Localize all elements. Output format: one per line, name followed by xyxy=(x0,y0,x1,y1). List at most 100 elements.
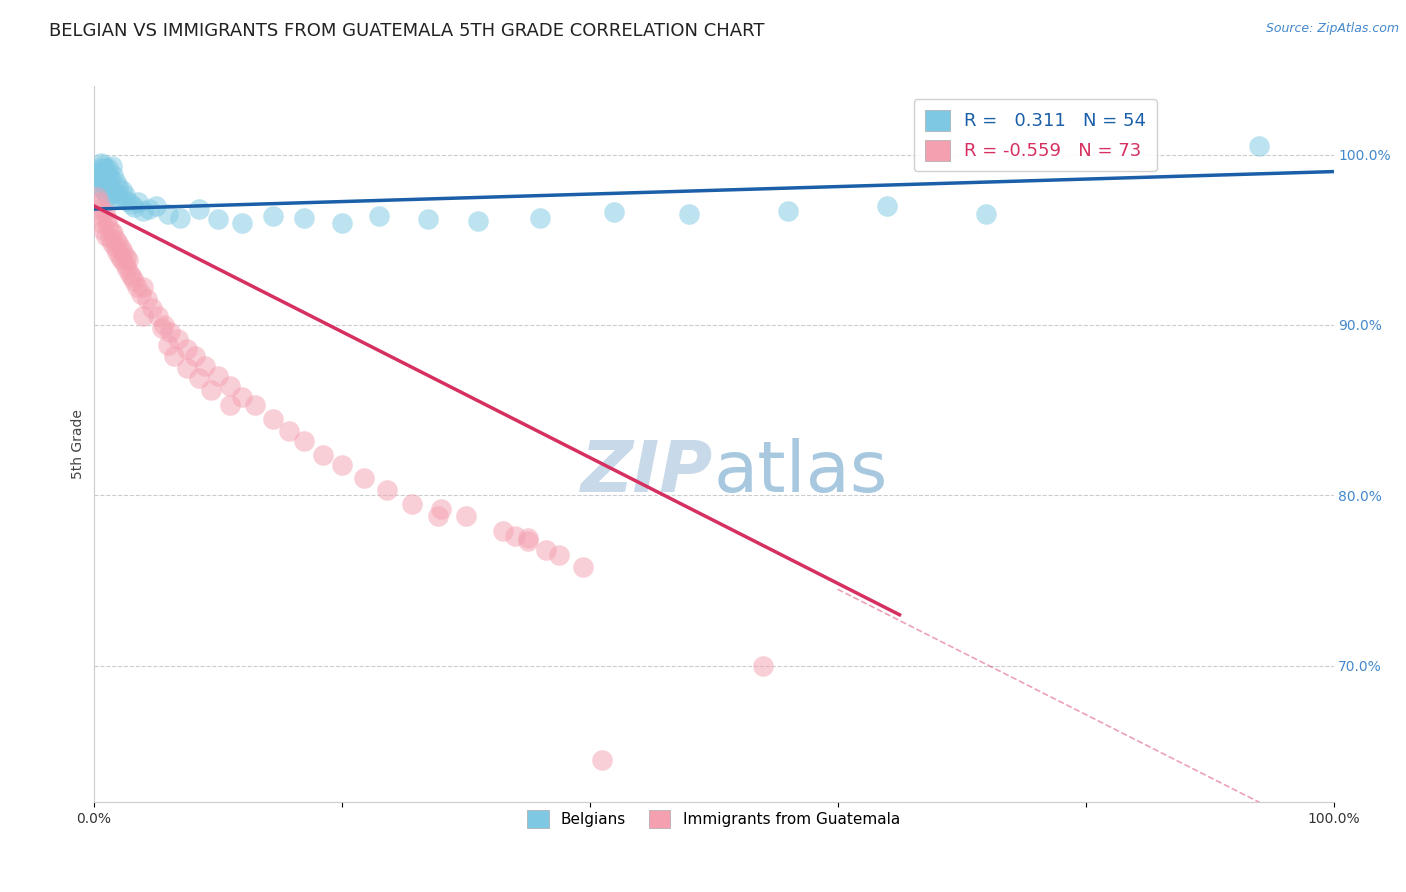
Point xyxy=(87,195,110,210)
Point xyxy=(141,301,163,315)
Point xyxy=(86,178,108,193)
Point xyxy=(231,216,253,230)
Legend: Belgians, Immigrants from Guatemala: Belgians, Immigrants from Guatemala xyxy=(522,804,905,834)
Point xyxy=(135,293,157,307)
Point xyxy=(89,168,111,182)
Point xyxy=(516,531,538,545)
Point xyxy=(103,226,125,240)
Point xyxy=(86,190,108,204)
Text: atlas: atlas xyxy=(713,439,889,508)
Point xyxy=(104,175,127,189)
Point xyxy=(146,310,169,324)
Point xyxy=(312,448,335,462)
Point xyxy=(93,222,115,236)
Point xyxy=(94,178,117,193)
Point xyxy=(124,274,146,288)
Point xyxy=(91,161,114,176)
Point xyxy=(492,524,515,539)
Point xyxy=(118,267,141,281)
Point xyxy=(219,379,242,393)
Point xyxy=(124,200,146,214)
Point xyxy=(114,257,136,271)
Point xyxy=(96,212,118,227)
Point xyxy=(100,224,122,238)
Point xyxy=(418,212,440,227)
Point xyxy=(159,325,181,339)
Point xyxy=(353,471,375,485)
Point xyxy=(110,241,132,255)
Point xyxy=(167,332,190,346)
Point xyxy=(87,164,110,178)
Point xyxy=(125,280,148,294)
Point xyxy=(262,209,284,223)
Point xyxy=(153,318,176,332)
Point xyxy=(129,287,152,301)
Point xyxy=(292,211,315,225)
Point xyxy=(207,212,229,227)
Point xyxy=(94,164,117,178)
Point xyxy=(101,186,124,201)
Point xyxy=(132,203,155,218)
Point xyxy=(184,349,207,363)
Point xyxy=(200,383,222,397)
Point xyxy=(101,236,124,251)
Point xyxy=(876,199,898,213)
Point xyxy=(516,534,538,549)
Point xyxy=(534,543,557,558)
Point xyxy=(207,369,229,384)
Point xyxy=(330,458,353,472)
Point xyxy=(145,199,167,213)
Point xyxy=(90,173,112,187)
Point xyxy=(97,177,120,191)
Point xyxy=(603,205,626,219)
Point xyxy=(107,180,129,194)
Point xyxy=(503,529,526,543)
Point xyxy=(93,175,115,189)
Text: Source: ZipAtlas.com: Source: ZipAtlas.com xyxy=(1265,22,1399,36)
Point xyxy=(262,411,284,425)
Point xyxy=(111,253,134,268)
Point xyxy=(330,216,353,230)
Point xyxy=(117,253,139,268)
Point xyxy=(194,359,217,373)
Point xyxy=(377,483,399,498)
Point xyxy=(98,231,121,245)
Point xyxy=(104,233,127,247)
Point xyxy=(529,211,551,225)
Point xyxy=(91,216,114,230)
Point xyxy=(103,168,125,182)
Point xyxy=(115,194,138,208)
Point xyxy=(93,185,115,199)
Point xyxy=(138,202,160,216)
Text: BELGIAN VS IMMIGRANTS FROM GUATEMALA 5TH GRADE CORRELATION CHART: BELGIAN VS IMMIGRANTS FROM GUATEMALA 5TH… xyxy=(49,22,765,40)
Point xyxy=(93,158,115,172)
Y-axis label: 5th Grade: 5th Grade xyxy=(72,409,86,479)
Point xyxy=(219,398,242,412)
Point xyxy=(98,171,121,186)
Point xyxy=(454,508,477,523)
Point xyxy=(132,280,155,294)
Point xyxy=(243,398,266,412)
Point xyxy=(292,434,315,448)
Point xyxy=(97,219,120,234)
Point xyxy=(89,202,111,216)
Point xyxy=(90,209,112,223)
Point xyxy=(150,321,173,335)
Point xyxy=(278,424,301,438)
Point xyxy=(127,195,149,210)
Point xyxy=(112,244,135,259)
Point xyxy=(176,342,198,356)
Text: ZIP: ZIP xyxy=(581,439,713,508)
Point xyxy=(163,349,186,363)
Point xyxy=(121,270,143,285)
Point xyxy=(108,190,131,204)
Point xyxy=(678,207,700,221)
Point xyxy=(188,202,211,216)
Point xyxy=(111,183,134,197)
Point xyxy=(547,548,569,562)
Point xyxy=(90,156,112,170)
Point xyxy=(169,211,191,225)
Point xyxy=(176,360,198,375)
Point xyxy=(96,190,118,204)
Point xyxy=(156,207,179,221)
